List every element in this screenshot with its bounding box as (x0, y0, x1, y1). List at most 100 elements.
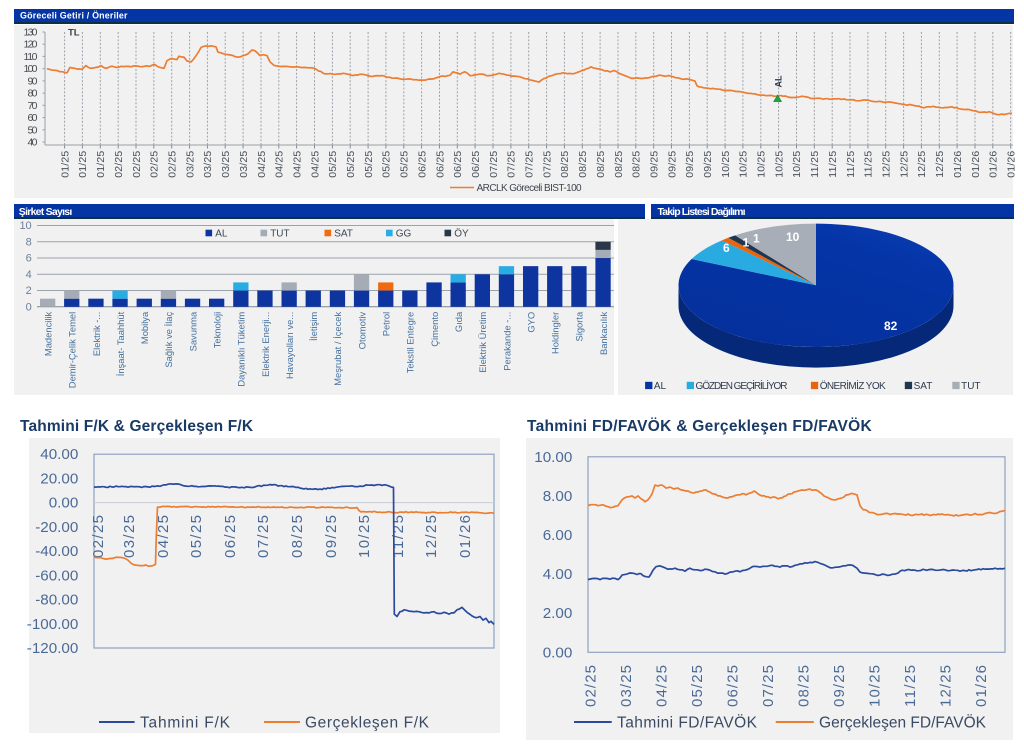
svg-text:Tahmini FD/FAVÖK: Tahmini FD/FAVÖK (617, 714, 758, 732)
svg-text:90: 90 (28, 75, 38, 87)
svg-text:İletişim: İletişim (308, 312, 319, 341)
svg-text:6.00: 6.00 (543, 527, 573, 544)
svg-text:ARCLK Göreceli BIST-100: ARCLK Göreceli BIST-100 (477, 183, 582, 194)
svg-text:80: 80 (28, 88, 38, 100)
svg-text:SAT: SAT (914, 381, 933, 392)
svg-text:05/25: 05/25 (345, 151, 357, 178)
svg-text:08/25: 08/25 (595, 151, 607, 178)
svg-text:10/25: 10/25 (738, 151, 750, 178)
svg-text:110: 110 (24, 51, 38, 63)
svg-text:Havayolları ve...: Havayolları ve... (284, 312, 295, 379)
svg-text:04/25: 04/25 (155, 515, 172, 558)
svg-text:08/25: 08/25 (613, 151, 625, 178)
svg-text:07/25: 07/25 (488, 151, 500, 178)
svg-text:TL: TL (68, 28, 80, 39)
svg-text:Teknoloji: Teknoloji (212, 312, 223, 348)
svg-text:82: 82 (884, 319, 898, 333)
svg-text:İnşaat- Taahhüt: İnşaat- Taahhüt (115, 311, 126, 376)
svg-text:12/25: 12/25 (938, 665, 955, 707)
svg-text:11/25: 11/25 (902, 665, 919, 707)
svg-text:10/25: 10/25 (720, 151, 732, 178)
svg-text:Bankacılık: Bankacılık (598, 311, 609, 355)
svg-text:08/25: 08/25 (577, 151, 589, 178)
svg-text:Sigorta: Sigorta (574, 311, 585, 341)
svg-text:Tahmini F/K: Tahmini F/K (140, 715, 231, 732)
svg-text:01/26: 01/26 (457, 515, 474, 558)
svg-text:Takip Listesi Dağılımı: Takip Listesi Dağılımı (658, 206, 746, 218)
svg-text:SAT: SAT (334, 228, 353, 239)
svg-text:70: 70 (28, 100, 38, 112)
svg-text:01/26: 01/26 (973, 665, 990, 707)
svg-text:01/26: 01/26 (970, 151, 982, 178)
svg-text:GYO: GYO (525, 312, 536, 333)
svg-text:Elektrik -...: Elektrik -... (91, 312, 102, 356)
svg-text:AL: AL (215, 228, 228, 239)
svg-text:05/25: 05/25 (399, 151, 411, 178)
svg-text:Demir-Çelik Temel: Demir-Çelik Temel (67, 312, 78, 388)
svg-text:10/25: 10/25 (773, 151, 785, 178)
svg-text:03/25: 03/25 (238, 151, 250, 178)
svg-text:12/25: 12/25 (898, 151, 910, 178)
svg-text:2.00: 2.00 (543, 605, 573, 622)
svg-text:10.00: 10.00 (534, 449, 572, 466)
svg-text:20.00: 20.00 (40, 470, 78, 487)
svg-text:05/25: 05/25 (381, 151, 393, 178)
svg-text:10/25: 10/25 (756, 151, 768, 178)
svg-text:Savunma: Savunma (187, 311, 198, 351)
svg-text:-80.00: -80.00 (35, 592, 78, 609)
svg-text:12/25: 12/25 (423, 515, 440, 558)
svg-text:07/25: 07/25 (255, 515, 272, 558)
svg-text:11/25: 11/25 (809, 151, 821, 178)
svg-text:-60.00: -60.00 (35, 567, 78, 584)
svg-text:10/25: 10/25 (867, 665, 884, 707)
svg-text:08/25: 08/25 (559, 151, 571, 178)
svg-text:Holdingler: Holdingler (550, 312, 561, 354)
svg-text:ÖNERİMİZ YOK: ÖNERİMİZ YOK (820, 379, 886, 392)
svg-text:ÖY: ÖY (454, 227, 469, 239)
svg-text:40.00: 40.00 (40, 446, 78, 463)
svg-text:0: 0 (26, 301, 32, 313)
svg-text:Dayanıklı Tüketim: Dayanıklı Tüketim (236, 312, 247, 387)
svg-text:-40.00: -40.00 (35, 543, 78, 560)
svg-text:03/25: 03/25 (121, 515, 138, 558)
svg-text:Petrol: Petrol (381, 312, 392, 337)
svg-text:06/25: 06/25 (725, 665, 742, 707)
svg-text:100: 100 (24, 63, 38, 75)
svg-text:06/25: 06/25 (222, 515, 239, 558)
svg-text:Tekstil Entegre: Tekstil Entegre (405, 312, 416, 374)
svg-text:01/25: 01/25 (77, 151, 89, 178)
svg-text:12/25: 12/25 (881, 151, 893, 178)
svg-text:Gerçekleşen FD/FAVÖK: Gerçekleşen FD/FAVÖK (819, 714, 987, 732)
svg-text:06/25: 06/25 (470, 151, 482, 178)
svg-text:11/25: 11/25 (845, 151, 857, 178)
svg-text:TUT: TUT (961, 381, 980, 392)
svg-text:07/25: 07/25 (760, 665, 777, 707)
svg-text:Perakande -...: Perakande -... (501, 312, 512, 371)
svg-text:11/25: 11/25 (390, 515, 407, 558)
svg-text:12/25: 12/25 (916, 151, 928, 178)
svg-text:06/25: 06/25 (434, 151, 446, 178)
svg-text:06/25: 06/25 (416, 151, 428, 178)
svg-text:12/25: 12/25 (934, 151, 946, 178)
svg-text:07/25: 07/25 (524, 151, 536, 178)
svg-text:08/25: 08/25 (289, 515, 306, 558)
svg-text:09/25: 09/25 (666, 151, 678, 178)
svg-text:6: 6 (723, 241, 730, 255)
svg-text:05/25: 05/25 (363, 151, 375, 178)
svg-text:60: 60 (28, 112, 38, 124)
svg-text:8.00: 8.00 (543, 488, 573, 505)
svg-text:-20.00: -20.00 (35, 519, 78, 536)
svg-text:09/25: 09/25 (684, 151, 696, 178)
svg-text:11/25: 11/25 (827, 151, 839, 178)
svg-text:Göreceli Getiri / Öneriler: Göreceli Getiri / Öneriler (20, 10, 128, 20)
svg-text:03/25: 03/25 (184, 151, 196, 178)
svg-text:02/25: 02/25 (149, 151, 161, 178)
svg-text:50: 50 (28, 124, 38, 136)
svg-text:Otomotiv: Otomotiv (356, 311, 367, 349)
svg-text:-100.00: -100.00 (27, 616, 79, 633)
svg-text:6: 6 (26, 253, 32, 265)
svg-text:Elektrik Üretim: Elektrik Üretim (477, 312, 488, 373)
svg-text:Sağlık ve İlaç: Sağlık ve İlaç (163, 311, 174, 367)
svg-text:-120.00: -120.00 (27, 640, 79, 657)
svg-text:06/25: 06/25 (452, 151, 464, 178)
